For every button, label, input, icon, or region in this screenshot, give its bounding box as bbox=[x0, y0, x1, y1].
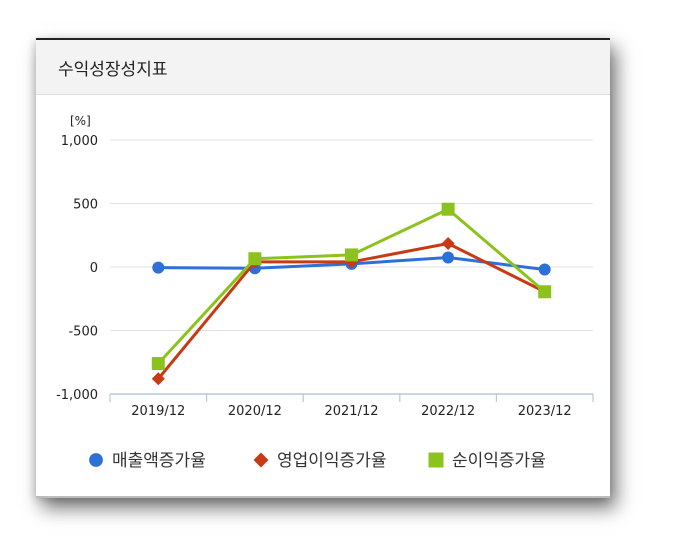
legend-label: 매출액증가율 bbox=[112, 451, 206, 471]
legend-label: 순이익증가율 bbox=[452, 451, 546, 471]
data-point bbox=[538, 263, 551, 276]
x-tick-label: 2019/12 bbox=[131, 404, 185, 419]
legend-marker bbox=[253, 452, 269, 468]
y-tick-label: 500 bbox=[73, 198, 98, 213]
growth-indicator-card: 수익성장성지표 bbox=[36, 38, 610, 498]
series-line bbox=[157, 207, 546, 365]
y-tick-label: 1,000 bbox=[61, 134, 98, 149]
x-tick-label: 2023/12 bbox=[518, 404, 572, 419]
data-point bbox=[538, 285, 552, 299]
data-point bbox=[442, 251, 455, 264]
y-tick-label: -500 bbox=[68, 325, 98, 340]
data-point bbox=[152, 261, 165, 274]
x-tick-label: 2022/12 bbox=[421, 404, 475, 419]
x-tick-label: 2020/12 bbox=[228, 404, 282, 419]
data-point bbox=[441, 237, 455, 251]
y-tick-label: -1,000 bbox=[56, 388, 98, 403]
legend-marker bbox=[428, 452, 444, 468]
data-point bbox=[248, 252, 262, 266]
y-tick-label: 0 bbox=[90, 261, 98, 276]
card-title: 수익성장성지표 bbox=[36, 40, 610, 95]
y-unit-label: [%] bbox=[70, 114, 91, 128]
data-point bbox=[151, 372, 165, 386]
data-point bbox=[151, 357, 165, 371]
card-bottom-border bbox=[36, 496, 610, 498]
legend-marker bbox=[89, 453, 103, 467]
legend-label: 영업이익증가율 bbox=[277, 451, 386, 471]
x-tick-label: 2021/12 bbox=[324, 404, 378, 419]
data-point bbox=[345, 248, 358, 262]
data-point bbox=[441, 202, 455, 216]
